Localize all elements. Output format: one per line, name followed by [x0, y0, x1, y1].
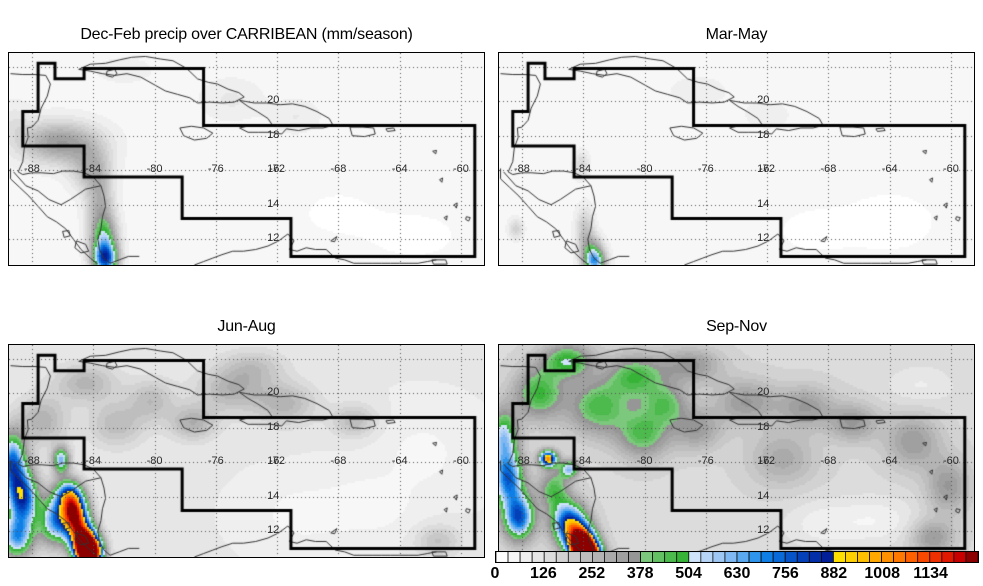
colorbar-svg — [496, 552, 978, 562]
colorbar-tick-label: 756 — [772, 565, 799, 582]
map-panel-dec-feb: Dec-Feb precip over CARRIBEAN (mm/season… — [8, 26, 485, 266]
colorbar-tick-label: 0 — [490, 565, 500, 582]
panel-title-mar-may: Mar-May — [705, 26, 768, 43]
map-area-jun-aug: -88-84-80-76-72-68-64-60222018161412 — [8, 344, 485, 558]
map-panel-jun-aug: Jun-Aug -88-84-80-76-72-68-64-60222018161… — [8, 318, 485, 558]
precip-raster-mar-may — [499, 53, 974, 265]
map-area-sep-nov: -88-84-80-76-72-68-64-60222018161412 — [498, 344, 975, 558]
colorbar-tick-label: 882 — [820, 565, 848, 582]
colorbar: 0 126 252 378 504 630 756 882 1008 1134 — [491, 551, 979, 585]
panel-title-dec-feb: Dec-Feb precip over CARRIBEAN (mm/season… — [80, 26, 413, 43]
panel-title-jun-aug: Jun-Aug — [217, 318, 276, 335]
map-area-dec-feb: -88-84-80-76-72-68-64-60222018161412 — [8, 52, 485, 266]
precip-raster-dec-feb — [9, 53, 484, 265]
map-area-mar-may: -88-84-80-76-72-68-64-60222018161412 — [498, 52, 975, 266]
colorbar-tick-label: 504 — [675, 565, 702, 582]
colorbar-tick-label: 1008 — [864, 565, 900, 582]
precip-raster-jun-aug — [9, 345, 484, 557]
colorbar-tick-label: 252 — [578, 565, 606, 582]
precip-raster-sep-nov — [499, 345, 974, 557]
colorbar-tick-label: 378 — [626, 565, 654, 582]
colorbar-tick-label: 1134 — [913, 565, 948, 582]
colorbar-tick-label: 126 — [530, 565, 557, 582]
map-panel-mar-may: Mar-May -88-84-80-76-72-68-64-60222018161… — [498, 26, 975, 266]
panel-title-sep-nov: Sep-Nov — [706, 318, 767, 335]
map-panel-sep-nov: Sep-Nov -88-84-80-76-72-68-64-60222018161… — [498, 318, 975, 558]
colorbar-gradient — [495, 551, 979, 563]
colorbar-tick-label: 630 — [723, 565, 751, 582]
